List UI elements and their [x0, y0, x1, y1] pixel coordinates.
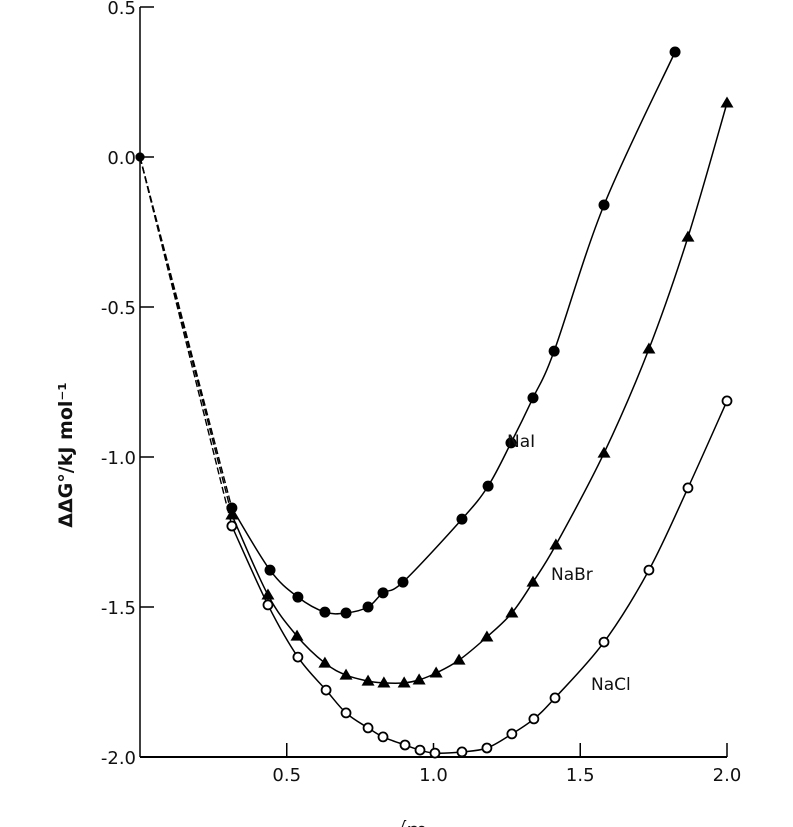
curve-nabr	[231, 102, 728, 684]
curve-nacl-dashed	[139, 156, 233, 527]
point-nacl	[226, 520, 238, 532]
point-nacl	[528, 713, 540, 725]
point-nabr	[480, 630, 494, 642]
point-nabr	[397, 676, 411, 688]
point-nabr	[505, 606, 519, 618]
point-nabr	[681, 230, 695, 242]
point-nacl	[643, 564, 655, 576]
y-tick-label: 0.0	[107, 148, 136, 169]
point-nacl	[399, 739, 411, 751]
point-nabr	[261, 588, 275, 600]
point-nacl	[481, 742, 493, 754]
point-nai	[669, 46, 681, 58]
x-tick-label: 1.0	[419, 765, 448, 786]
point-nabr	[225, 508, 239, 520]
point-nabr	[720, 96, 734, 108]
point-nabr	[412, 673, 426, 685]
point-nai	[598, 199, 610, 211]
markers	[135, 46, 734, 759]
point-nai	[456, 513, 468, 525]
point-nai	[362, 601, 374, 613]
point-nai	[505, 437, 517, 449]
point-nacl	[292, 651, 304, 663]
point-nai	[397, 576, 409, 588]
point-nacl	[506, 728, 518, 740]
y-tick-label: -1.0	[101, 448, 136, 469]
point-nacl	[721, 395, 733, 407]
y-tick-label: -1.5	[101, 598, 136, 619]
x-axis-label: √m	[392, 819, 427, 827]
point-nacl	[340, 707, 352, 719]
point-nai	[319, 606, 331, 618]
axes: 0.5 0.0 -0.5 -1.0 -1.5 -2.0 0.5 1.0 1.5 2.0	[101, 0, 741, 786]
point-nacl	[377, 731, 389, 743]
point-nai	[482, 480, 494, 492]
y-axis-label: ΔΔG°/kJ mol⁻¹	[55, 382, 77, 527]
x-tick-label: 1.5	[566, 765, 595, 786]
point-nacl	[414, 744, 426, 756]
series-label-nabr: NaBr	[551, 565, 593, 585]
point-nai	[527, 392, 539, 404]
point-nabr	[429, 666, 443, 678]
series-label-nacl: NaCl	[591, 675, 631, 695]
point-nai	[340, 607, 352, 619]
y-tick-label: 0.5	[107, 0, 136, 19]
point-nai	[377, 587, 389, 599]
point-nai	[264, 564, 276, 576]
point-nabr	[377, 676, 391, 688]
curve-nacl	[231, 400, 728, 754]
y-tick-label: -0.5	[101, 298, 136, 319]
point-nai	[292, 591, 304, 603]
point-nabr	[597, 446, 611, 458]
point-nabr	[318, 656, 332, 668]
curve-nai	[231, 51, 676, 615]
point-nabr	[642, 342, 656, 354]
point-nabr	[290, 629, 304, 641]
point-nacl	[549, 692, 561, 704]
x-tick-label: 2.0	[713, 765, 742, 786]
origin-point	[135, 152, 145, 162]
point-nacl	[429, 747, 441, 759]
point-nabr	[549, 538, 563, 550]
point-nai	[548, 345, 560, 357]
point-nacl	[598, 636, 610, 648]
point-nacl	[682, 482, 694, 494]
point-nabr	[526, 575, 540, 587]
series-label-nai: NaI	[507, 432, 535, 452]
point-nacl	[362, 722, 374, 734]
x-tick-label: 0.5	[272, 765, 301, 786]
point-nabr	[339, 668, 353, 680]
point-nabr	[361, 674, 375, 686]
point-nacl	[456, 746, 468, 758]
point-nai	[226, 502, 238, 514]
y-tick-label: -2.0	[101, 748, 136, 769]
point-nacl	[320, 684, 332, 696]
point-nacl	[262, 599, 274, 611]
curves	[139, 51, 728, 754]
point-nabr	[452, 653, 466, 665]
